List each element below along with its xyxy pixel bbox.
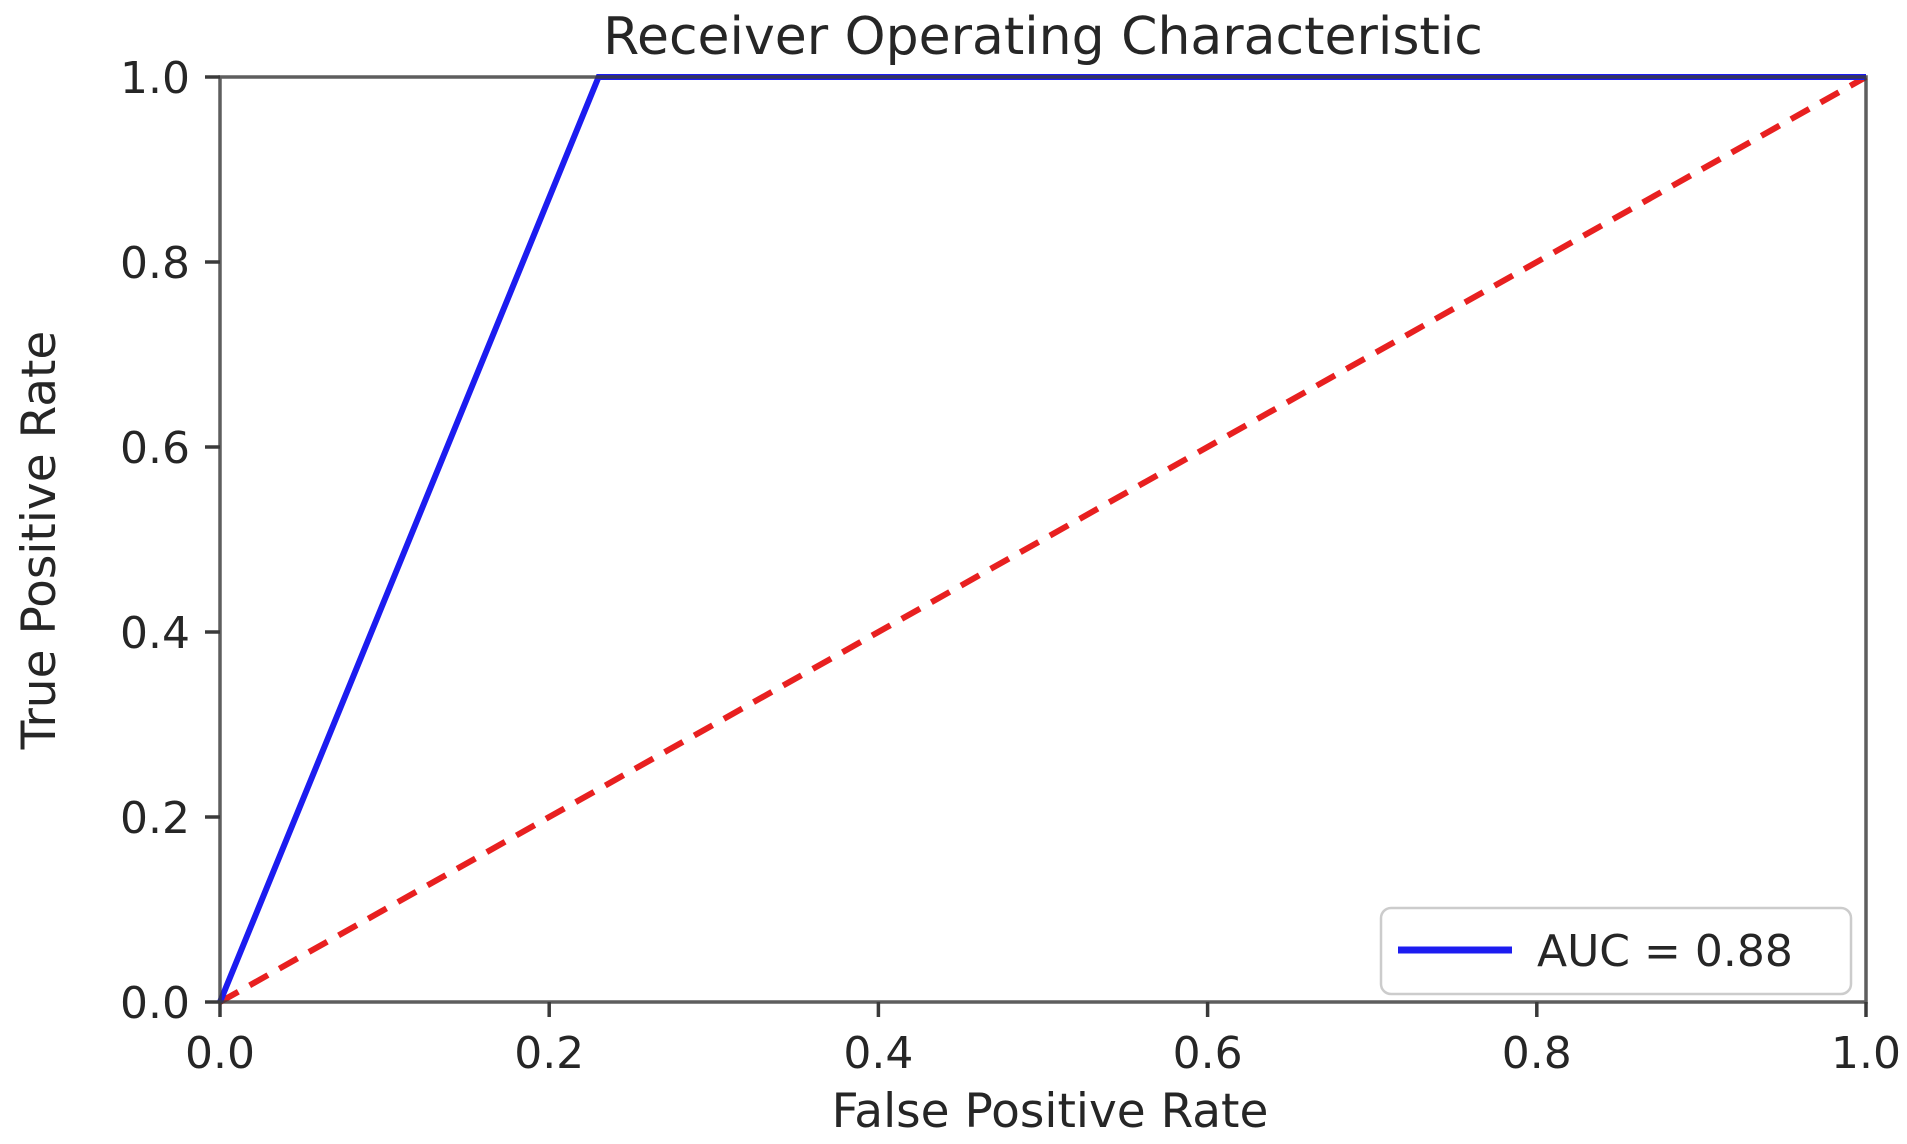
legend-label: AUC = 0.88 [1537, 926, 1793, 977]
y-tick-label: 0.2 [120, 793, 190, 844]
chance-diagonal-line [218, 74, 1868, 1005]
y-tick-label: 0.0 [120, 978, 190, 1029]
series-group [217, 74, 1868, 1005]
y-tick-label: 0.8 [120, 238, 190, 289]
x-axis-ticks: 0.0 0.2 0.4 0.6 0.8 1.0 [185, 1002, 1901, 1079]
x-axis-label: False Positive Rate [832, 1084, 1269, 1139]
x-tick-label: 0.2 [514, 1028, 584, 1079]
x-tick-label: 1.0 [1831, 1028, 1901, 1079]
legend-box [1379, 906, 1853, 996]
y-tick-label: 1.0 [120, 53, 190, 104]
x-tick-label: 0.8 [1502, 1028, 1572, 1079]
y-tick-label: 0.4 [120, 608, 190, 659]
chart-title: Receiver Operating Characteristic [603, 7, 1483, 67]
x-tick-label: 0.0 [185, 1028, 255, 1079]
legend: AUC = 0.88 [1379, 906, 1853, 996]
y-axis-label: True Positive Rate [12, 331, 67, 751]
y-axis-ticks: 0.0 0.2 0.4 0.6 0.8 1.0 [120, 53, 220, 1029]
x-tick-label: 0.6 [1173, 1028, 1243, 1079]
plot-border [218, 75, 1868, 1004]
x-tick-label: 0.4 [843, 1028, 913, 1079]
y-tick-label: 0.6 [120, 423, 190, 474]
